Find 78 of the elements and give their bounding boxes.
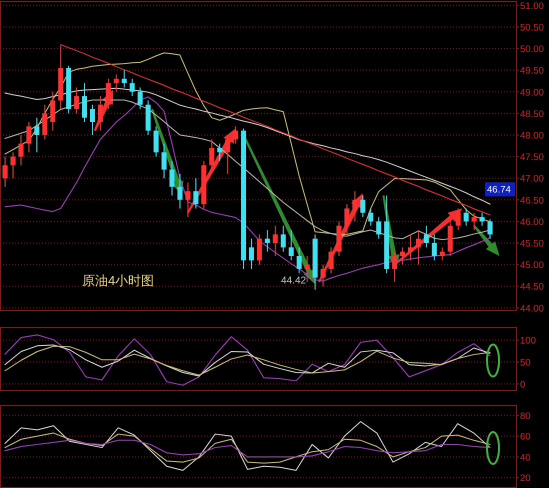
y-tick-label: 44.00 [520,303,544,314]
candlestick [2,156,8,188]
candlestick [162,143,167,179]
candlestick [376,216,382,240]
candlestick [114,74,119,92]
candlestick [408,234,413,261]
candlestick [225,134,230,174]
y-tick-label: 50.50 [520,22,544,34]
candlestick [264,230,270,252]
candlestick [193,178,198,209]
candlestick [185,182,190,218]
y-tick-label: 0 [520,379,526,390]
candlestick [74,86,80,114]
candlestick [256,234,262,266]
candlestick [154,126,159,158]
y-tick-label: 49.50 [520,66,544,77]
y-tick-label: 45.00 [520,260,544,272]
y-tick-label: 44.50 [520,282,544,293]
y-tick-label: 40 [520,452,531,464]
candlestick [209,138,214,170]
y-tick-label: 50 [520,358,531,368]
candlestick [280,225,286,252]
candlestick [472,212,477,231]
candlestick [82,82,88,123]
candlestick [106,78,111,110]
candlestick [272,225,278,256]
candlestick [10,152,16,179]
candlestick [42,104,48,140]
candlestick [416,230,421,266]
candlestick [440,246,445,261]
candlestick [424,225,429,248]
candlestick [464,208,469,226]
y-tick-label: 20 [520,473,531,484]
candlestick [233,126,238,144]
candlestick [98,96,103,132]
candlestick [169,160,174,196]
candlestick [122,70,127,88]
candlestick [432,234,437,261]
candlestick [304,255,310,282]
candlestick [296,246,302,274]
y-tick-label: 51.00 [520,0,544,12]
y-tick-label: 47.00 [520,174,544,185]
annotation: 46.74 [487,184,511,196]
candlestick [248,238,254,270]
candlestick [328,246,334,274]
candlestick [368,208,374,226]
candlestick [344,204,350,235]
candlestick [217,143,222,162]
y-tick-label: 100 [520,336,536,347]
candlestick [130,78,135,97]
y-tick-label: 47.50 [520,152,544,164]
y-tick-label: 80 [520,410,531,422]
candlestick [320,264,326,287]
candlestick [352,190,358,222]
candlestick [480,212,485,226]
candlestick [18,134,24,166]
y-tick-label: 45.50 [520,238,544,250]
y-tick-label: 48.50 [520,108,544,120]
y-tick-label: 48.00 [520,130,544,142]
y-tick-label: 46.50 [520,195,544,206]
candlestick [177,173,182,209]
y-tick-label: 50.00 [520,44,544,56]
y-tick-label: 46.00 [520,216,544,228]
annotation: 44.42 [281,276,307,287]
candlestick [90,104,95,136]
candlestick [26,122,32,153]
candlestick [488,218,492,240]
annotation: 原油4小时图 [82,273,154,288]
candlestick [360,194,366,218]
candlestick [34,117,40,153]
candlestick [288,230,294,261]
candlestick [138,86,143,110]
candlestick [400,246,406,266]
candlestick [50,91,56,132]
y-tick-label: 49.00 [520,87,544,98]
candlestick [392,251,398,282]
candlestick [456,208,461,231]
y-tick-label: 60 [520,432,531,443]
